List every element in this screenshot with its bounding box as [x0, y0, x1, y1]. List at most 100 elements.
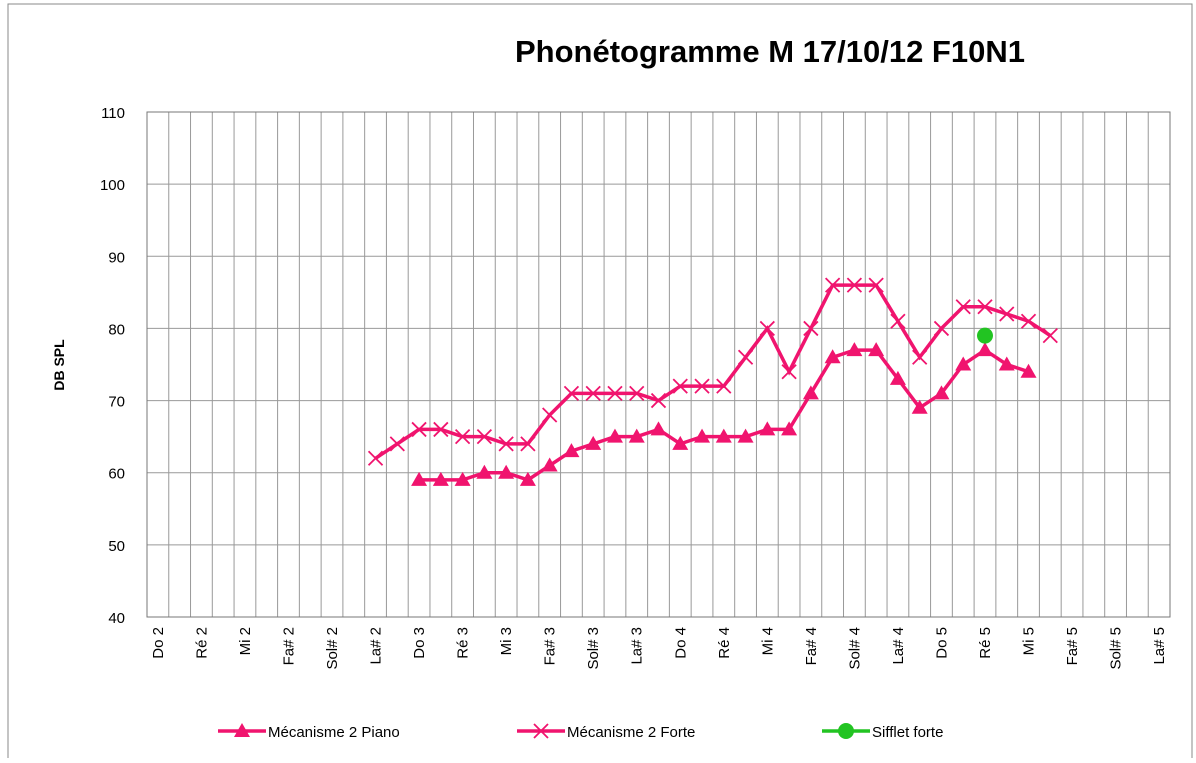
- legend-label: Sifflet forte: [872, 724, 943, 741]
- point-marker: [629, 385, 645, 401]
- x-tick-label: Sol# 4: [846, 627, 863, 670]
- point-marker: [759, 320, 775, 337]
- point-marker: [737, 428, 754, 443]
- point-marker: [1042, 328, 1058, 344]
- point-marker: [520, 436, 536, 452]
- x-tick-label: Sol# 3: [585, 627, 602, 670]
- point-marker: [846, 342, 863, 357]
- point-marker: [933, 385, 950, 400]
- point-marker: [868, 277, 884, 293]
- x-tick-label: Sol# 5: [1108, 627, 1125, 670]
- point-marker: [1020, 313, 1037, 329]
- point-marker: [672, 435, 689, 450]
- y-tick-label: 80: [108, 321, 125, 338]
- point-marker: [955, 299, 971, 315]
- point-marker: [889, 370, 906, 385]
- point-marker: [715, 428, 732, 443]
- x-tick-label: Fa# 5: [1064, 627, 1081, 665]
- legend-label: Mécanisme 2 Piano: [268, 724, 400, 741]
- y-tick-label: 90: [108, 249, 125, 266]
- point-marker: [716, 378, 732, 394]
- point-marker: [650, 421, 667, 436]
- y-tick-label: 50: [108, 538, 125, 555]
- point-marker: [519, 471, 536, 486]
- chart-border: [7, 3, 1193, 763]
- point-marker: [999, 306, 1015, 322]
- chart-title: Phonétogramme M 17/10/12 F10N1: [515, 34, 1025, 69]
- point-marker: [498, 436, 514, 452]
- point-marker: [1020, 363, 1037, 378]
- legend-marker: [533, 723, 549, 739]
- point-marker: [802, 385, 819, 400]
- point-marker: [367, 450, 384, 466]
- y-tick-label: 40: [108, 610, 125, 627]
- x-tick-label: Do 2: [150, 627, 167, 659]
- x-tick-label: Mi 4: [759, 627, 776, 655]
- y-tick-label: 110: [101, 105, 125, 122]
- point-marker: [628, 428, 645, 443]
- point-marker: [563, 443, 580, 458]
- point-marker: [454, 471, 471, 486]
- point-marker: [694, 428, 711, 443]
- point-marker: [824, 349, 841, 364]
- point-marker: [585, 435, 602, 450]
- y-tick-label: 70: [108, 394, 125, 411]
- point-marker: [912, 349, 928, 365]
- point-marker: [563, 385, 580, 401]
- point-marker: [737, 349, 754, 365]
- x-tick-label: Do 5: [933, 627, 950, 659]
- point-marker: [933, 320, 950, 337]
- point-marker: [389, 436, 405, 452]
- point-marker: [432, 471, 449, 486]
- x-tick-label: Fa# 2: [280, 627, 297, 665]
- x-tick-label: Sol# 2: [324, 627, 341, 670]
- x-tick-label: Mi 2: [237, 627, 254, 655]
- x-tick-label: Ré 4: [716, 627, 733, 659]
- point-marker: [977, 299, 993, 315]
- point-marker: [955, 356, 972, 371]
- point-marker: [868, 342, 885, 357]
- point-marker: [694, 378, 710, 394]
- x-tick-label: La# 2: [368, 627, 385, 665]
- point-marker: [781, 364, 797, 380]
- x-tick-label: Ré 5: [977, 627, 994, 659]
- x-tick-label: Fa# 3: [542, 627, 559, 665]
- x-tick-label: Fa# 4: [803, 627, 820, 665]
- x-tick-label: Mi 3: [498, 627, 515, 655]
- point-marker: [476, 464, 493, 479]
- x-tick-label: La# 4: [890, 627, 907, 665]
- point-marker: [890, 313, 906, 329]
- x-tick-label: Do 4: [672, 627, 689, 659]
- point-marker: [606, 428, 623, 443]
- point-marker: [454, 429, 471, 445]
- point-marker: [998, 356, 1015, 371]
- y-axis-label: DB SPL: [51, 339, 67, 391]
- point-marker: [476, 429, 493, 445]
- x-tick-label: Do 3: [411, 627, 428, 659]
- point-marker: [411, 471, 428, 486]
- y-tick-label: 60: [108, 466, 125, 483]
- point-marker: [433, 421, 449, 438]
- y-tick-label: 100: [100, 177, 125, 194]
- x-tick-label: La# 3: [629, 627, 646, 665]
- point-marker: [846, 277, 863, 293]
- point-marker: [498, 464, 515, 479]
- point-marker: [803, 320, 819, 337]
- x-tick-label: Ré 2: [193, 627, 210, 659]
- x-tick-label: Mi 5: [1021, 627, 1038, 655]
- point-marker: [672, 378, 688, 394]
- point-marker: [759, 421, 776, 436]
- point-marker: [824, 277, 841, 293]
- legend-label: Mécanisme 2 Forte: [567, 724, 695, 741]
- point-marker: [541, 457, 558, 472]
- point-marker: [976, 327, 993, 344]
- x-tick-label: La# 5: [1151, 627, 1168, 665]
- point-marker: [976, 342, 993, 357]
- x-tick-label: Ré 3: [455, 627, 472, 659]
- legend-marker: [234, 723, 250, 737]
- plot-frame: [146, 111, 1171, 618]
- point-marker: [650, 392, 667, 409]
- point-marker: [585, 385, 601, 401]
- point-marker: [911, 399, 928, 414]
